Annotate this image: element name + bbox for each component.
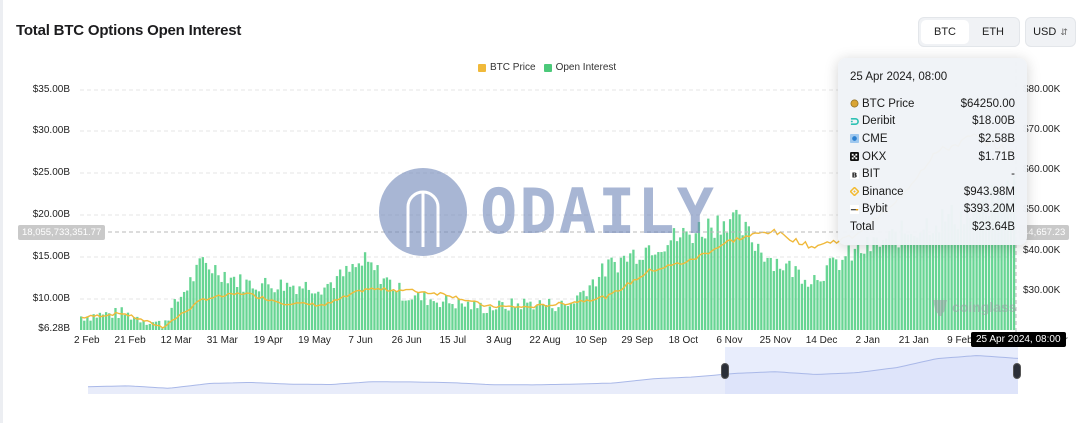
chart-title: Total BTC Options Open Interest [16,22,242,39]
x-tick: 3 Aug [486,335,512,346]
tooltip-row-total: Total $23.64B [850,218,1015,236]
deribit-icon [850,117,859,125]
navigator-left-handle[interactable] [721,363,729,379]
range-navigator[interactable] [87,347,1021,394]
tooltip-label: Bybit [862,203,888,216]
coinglass-logo-icon [933,300,947,316]
coinglass-wordmark: coinglass [952,299,1017,315]
legend-label: BTC Price [490,62,536,73]
y-left-tick: $6.28B [38,323,70,334]
tooltip-date: 25 Apr 2024, 08:00 [850,71,948,83]
x-tick: 10 Sep [575,335,607,346]
legend-swatch-open-interest [543,63,552,72]
tooltip-value: $943.98M [963,185,1015,198]
x-tick: 25 Nov [759,335,792,346]
tooltip-total-value: $23.64B [972,220,1015,233]
x-tick: 14 Dec [805,335,838,346]
tooltip-label: BIT [862,168,880,181]
x-tick: 29 Sep [621,335,654,346]
x-tick: 12 Mar [160,335,192,346]
x-tick: 15 Jul [439,335,467,346]
x-tick: 26 Jun [391,335,422,346]
x-tick: 22 Aug [529,335,561,346]
tooltip-row-binance: Binance $943.98M [850,183,1015,201]
y-left-tick: $15.00B [32,251,70,262]
binance-icon [850,187,859,197]
odaily-watermark: ODAILY [378,167,716,257]
navigator-preview [87,347,1019,394]
cme-icon [850,134,859,144]
y-left-tick: $35.00B [32,84,70,95]
y-right-tick: $40.00K [1023,245,1061,256]
tooltip-value: $393.20M [963,203,1015,216]
x-tick: 7 Jun [348,335,373,346]
tooltip-total-label: Total [850,220,875,233]
odaily-logo-icon [379,168,467,256]
x-tick: 19 May [298,335,331,346]
y-left-tick: $30.00B [32,125,70,136]
bit-icon: B [850,169,859,179]
tooltip-label: CME [862,132,888,145]
x-tick: 18 Oct [668,335,699,346]
legend-btc-price[interactable]: BTC Price [478,62,536,73]
crosshair-left-value: 18,055,733,351.77 [18,225,106,240]
chart-legend: BTC Price Open Interest [478,62,616,73]
tooltip-value: $1.71B [978,150,1015,163]
y-right-tick: $70.00K [1023,124,1061,135]
asset-toggle: BTC ETH [918,17,1020,47]
panel-left-border [0,0,3,423]
tooltip-label: OKX [862,150,887,163]
odaily-wordmark: ODAILY [480,175,716,248]
x-tick: 6 Nov [716,335,743,346]
tooltip-label: Binance [862,185,904,198]
crosshair-right-value: 44,657.23 [1019,225,1070,240]
y-right-tick: $50.00K [1023,204,1061,215]
x-tick: 9 Feb [947,335,973,346]
currency-select[interactable]: USD ⇵ [1025,17,1076,47]
tab-eth[interactable]: ETH [982,26,1004,38]
currency-value: USD [1033,26,1057,38]
legend-label: Open Interest [555,62,617,73]
tooltip-value: $18.00B [972,115,1015,128]
x-tick: 21 Feb [114,335,146,346]
tooltip-row-deribit: Deribit $18.00B [850,113,1015,131]
y-right-tick: $30.00K [1023,285,1061,296]
chevron-updown-icon: ⇵ [1060,26,1068,37]
legend-swatch-btc-price [478,63,486,72]
svg-text:B: B [852,170,857,178]
tooltip-row-bybit: Bybit $393.20M [850,201,1015,219]
tooltip-value: - [1011,168,1015,181]
y-left-tick: $20.00B [32,209,70,220]
coinglass-watermark: coinglass [932,298,1017,316]
tooltip-value: $64250.00 [960,97,1015,110]
x-tick: 2 Jan [855,335,880,346]
tab-btc[interactable]: BTC [921,20,969,44]
tooltip-row-bit: B BIT - [850,165,1015,183]
x-tick: 21 Jan [898,335,929,346]
tooltip-row-btc-price: BTC Price $64250.00 [850,95,1015,113]
y-right-tick: $60.00K [1023,164,1061,175]
y-left-tick: $10.00B [32,293,70,304]
navigator-right-handle[interactable] [1013,363,1021,379]
tooltip-label: Deribit [862,115,896,128]
bybit-icon [850,204,859,214]
okx-icon [850,152,859,162]
tooltip-row-okx: OKX $1.71B [850,148,1015,166]
y-right-tick: $80.00K [1023,84,1061,95]
x-tick: 31 Mar [206,335,238,346]
x-tick: 2 Feb [74,335,100,346]
btc-price-dot-icon [850,99,859,108]
x-tick: 19 Apr [253,335,283,346]
tooltip-label: BTC Price [862,97,915,110]
tooltip-row-cme: CME $2.58B [850,130,1015,148]
legend-open-interest[interactable]: Open Interest [543,62,617,73]
crosshair-x-value: 25 Apr 2024, 08:00 [971,332,1066,347]
chart-tooltip: 25 Apr 2024, 08:00 BTC Price $64250.00 D… [838,58,1027,245]
tooltip-value: $2.58B [978,132,1015,145]
y-left-tick: $25.00B [32,167,70,178]
